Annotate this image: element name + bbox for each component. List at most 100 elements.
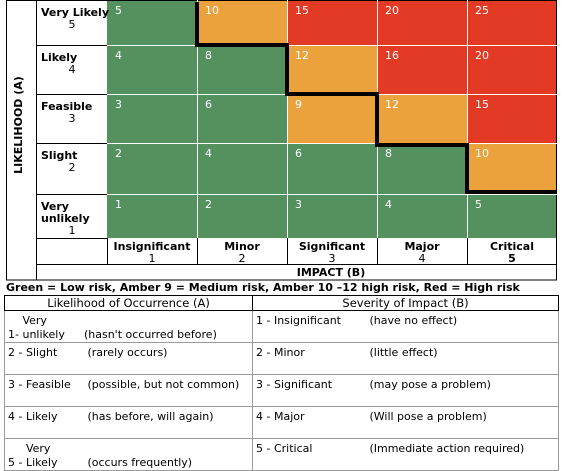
risk-score: 4 bbox=[205, 147, 212, 160]
risk-score: 8 bbox=[385, 147, 392, 160]
risk-cell bbox=[107, 94, 197, 143]
risk-cell bbox=[287, 194, 377, 238]
likelihood-row-number: 1 bbox=[69, 224, 76, 237]
likelihood-row-number: 3 bbox=[69, 112, 76, 125]
likelihood-number: 5 - bbox=[8, 456, 23, 469]
severity-number: 4 - bbox=[256, 410, 271, 423]
severity-label: Major bbox=[273, 410, 305, 423]
risk-cell bbox=[377, 45, 467, 94]
severity-cell: 2 - Minor (little effect) bbox=[252, 342, 559, 375]
risk-score: 15 bbox=[295, 4, 309, 17]
risk-score: 2 bbox=[205, 198, 212, 211]
key-table-row: 4 - Likely (has before, will again) 4 - M… bbox=[4, 406, 559, 439]
risk-cell bbox=[467, 143, 557, 194]
risk-score: 12 bbox=[385, 98, 399, 111]
severity-label: Significant bbox=[273, 378, 333, 391]
severity-cell: 1 - Insignificant (have no effect) bbox=[252, 310, 559, 343]
key-table-row: 3 - Feasible (possible, but not common) 3… bbox=[4, 374, 559, 407]
impact-axis-label: IMPACT (B) bbox=[297, 266, 365, 279]
likelihood-row-label: Likely bbox=[41, 51, 77, 64]
risk-score: 20 bbox=[475, 49, 489, 62]
risk-cell bbox=[107, 45, 197, 94]
risk-cell bbox=[467, 45, 557, 94]
severity-number: 2 - bbox=[256, 346, 271, 359]
key-table-row: 1- Very unlikely (hasn't occurred before… bbox=[4, 310, 559, 343]
likelihood-row-label: Very Likely bbox=[41, 6, 109, 19]
likelihood-number: 4 - bbox=[8, 410, 23, 423]
likelihood-label: Slight bbox=[25, 346, 58, 359]
likelihood-row-label: Feasible bbox=[41, 100, 92, 113]
risk-cell bbox=[197, 94, 287, 143]
risk-cell bbox=[107, 143, 197, 194]
risk-score: 5 bbox=[475, 198, 482, 211]
risk-score: 8 bbox=[205, 49, 212, 62]
risk-cell bbox=[197, 45, 287, 94]
risk-score: 4 bbox=[385, 198, 392, 211]
severity-label: Insignificant bbox=[273, 314, 341, 327]
risk-cell bbox=[287, 143, 377, 194]
risk-score: 3 bbox=[115, 98, 122, 111]
risk-score: 3 bbox=[295, 198, 302, 211]
risk-score: 12 bbox=[295, 49, 309, 62]
risk-cell bbox=[377, 94, 467, 143]
likelihood-cell: 4 - Likely (has before, will again) bbox=[4, 406, 253, 439]
likelihood-description: (has before, will again) bbox=[87, 410, 214, 423]
risk-cell bbox=[107, 0, 197, 45]
risk-score: 16 bbox=[385, 49, 399, 62]
risk-score: 2 bbox=[115, 147, 122, 160]
likelihood-row-label: Slight bbox=[41, 149, 77, 162]
impact-column-label: Major bbox=[404, 240, 440, 253]
likelihood-axis-label: LIKELIHOOD (A) bbox=[12, 76, 25, 174]
likelihood-label: Likely bbox=[25, 410, 58, 423]
risk-score: 5 bbox=[115, 4, 122, 17]
severity-number: 1 - bbox=[256, 314, 271, 327]
impact-column-number: 4 bbox=[419, 252, 426, 265]
likelihood-number: 3 - bbox=[8, 378, 23, 391]
severity-description: (Will pose a problem) bbox=[369, 410, 487, 423]
risk-cell bbox=[377, 0, 467, 45]
risk-cell bbox=[197, 143, 287, 194]
severity-description: (have no effect) bbox=[369, 314, 458, 327]
risk-score: 10 bbox=[475, 147, 489, 160]
risk-cell bbox=[107, 194, 197, 238]
risk-cell bbox=[467, 194, 557, 238]
severity-label: Minor bbox=[273, 346, 305, 359]
impact-column-label: Insignificant bbox=[114, 240, 191, 253]
risk-score: 25 bbox=[475, 4, 489, 17]
risk-cell bbox=[197, 0, 287, 45]
risk-cell bbox=[197, 194, 287, 238]
likelihood-cell: 2 - Slight (rarely occurs) bbox=[4, 342, 253, 375]
risk-score: 20 bbox=[385, 4, 399, 17]
impact-column-number: 1 bbox=[149, 252, 156, 265]
impact-column-label: Minor bbox=[224, 240, 260, 253]
risk-cell bbox=[287, 0, 377, 45]
likelihood-header: Likelihood of Occurrence (A) bbox=[4, 295, 253, 311]
impact-column-label: Significant bbox=[299, 240, 365, 253]
risk-cell bbox=[287, 94, 377, 143]
likelihood-description: (possible, but not common) bbox=[87, 378, 240, 391]
likelihood-cell: 3 - Feasible (possible, but not common) bbox=[4, 374, 253, 407]
severity-cell: 4 - Major (Will pose a problem) bbox=[252, 406, 559, 439]
risk-cell bbox=[377, 194, 467, 238]
impact-column-label: Critical bbox=[490, 240, 534, 253]
key-table-row: 2 - Slight (rarely occurs) 2 - Minor (lit… bbox=[4, 342, 559, 375]
severity-label: Critical bbox=[273, 442, 313, 455]
likelihood-label: Feasible bbox=[25, 378, 71, 391]
risk-key-table: Likelihood of Occurrence (A) Severity of… bbox=[4, 295, 559, 471]
matrix-frame bbox=[6, 0, 557, 281]
severity-description: (may pose a problem) bbox=[369, 378, 491, 391]
risk-score: 6 bbox=[205, 98, 212, 111]
likelihood-row-label: Very bbox=[41, 200, 69, 213]
likelihood-row-label: unlikely bbox=[41, 212, 90, 225]
severity-header: Severity of Impact (B) bbox=[252, 295, 559, 311]
risk-cell bbox=[467, 0, 557, 45]
severity-description: (Immediate action required) bbox=[369, 442, 525, 455]
likelihood-cell: 1- Very unlikely (hasn't occurred before… bbox=[4, 310, 253, 343]
risk-cell bbox=[287, 45, 377, 94]
risk-threshold-line bbox=[195, 2, 557, 194]
likelihood-row-number: 4 bbox=[69, 63, 76, 76]
risk-cell bbox=[467, 94, 557, 143]
likelihood-row-number: 2 bbox=[69, 161, 76, 174]
impact-column-number: 5 bbox=[508, 252, 516, 265]
risk-score: 4 bbox=[115, 49, 122, 62]
